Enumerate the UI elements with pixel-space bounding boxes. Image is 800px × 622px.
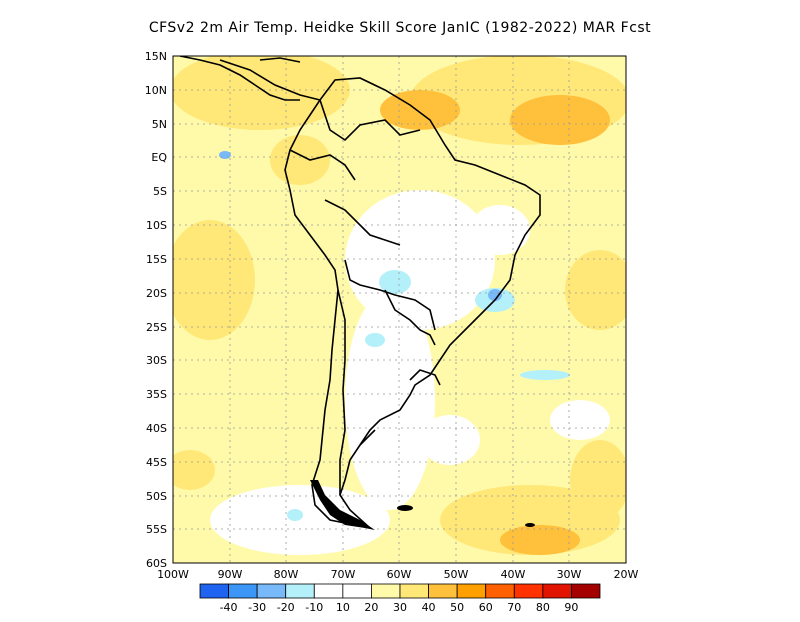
graticule [173,56,626,563]
lon-axis: 100W 90W 80W 70W 60W 50W 40W 30W 20W [157,568,638,581]
map-title: CFSv2 2m Air Temp. Heidke Skill Score Ja… [148,20,652,36]
lat-label: 10N [145,84,167,97]
legend-label: 80 [536,601,550,614]
lat-label: 5S [153,185,167,198]
legend-label: 70 [507,601,521,614]
lon-label: 90W [218,568,243,581]
legend-label: 40 [422,601,436,614]
legend-label: 60 [479,601,493,614]
legend-swatch [228,583,258,599]
legend-swatch [571,583,601,599]
legend-swatch [542,583,572,599]
plot-frame [172,55,627,564]
legend-swatch [342,583,372,599]
lat-label: 25S [146,321,167,334]
lat-label: 45S [146,456,167,469]
lat-label: 60S [146,557,167,570]
lon-label: 80W [274,568,299,581]
lon-label: 60W [387,568,412,581]
legend-label: -40 [220,601,238,614]
lat-axis: 15N 10N 5N EQ 5S 10S 15S 20S 25S 30S 35S… [145,50,168,570]
legend-label: 10 [336,601,350,614]
lat-label: 10S [146,219,167,232]
lon-label: 40W [501,568,526,581]
lat-label: 5N [152,118,167,131]
legend-label: -20 [277,601,295,614]
lat-label: 55S [146,523,167,536]
lat-label: 35S [146,388,167,401]
legend-swatch [485,583,515,599]
legend-swatch [428,583,458,599]
legend-swatch [285,583,315,599]
legend-label: 50 [450,601,464,614]
skill-shading [173,56,626,563]
legend-swatch [256,583,287,599]
legend-swatch [313,583,344,599]
legend-swatch [513,583,544,599]
lat-label: 15N [145,50,167,63]
lat-label: 20S [146,287,167,300]
lon-label: 20W [614,568,639,581]
coastlines [179,56,541,530]
legend-label: 90 [564,601,578,614]
lat-label: EQ [151,151,167,164]
lon-label: 100W [157,568,189,581]
lon-label: 70W [331,568,356,581]
lat-label: 40S [146,422,167,435]
legend-swatch [399,583,429,599]
color-legend: -40 -30 -20 -10 10 20 30 40 50 60 70 80 90 [199,583,601,614]
lat-label: 30S [146,354,167,367]
lat-label: 50S [146,490,167,503]
lon-label: 50W [444,568,469,581]
legend-swatch [371,583,401,599]
legend-swatch [199,583,229,599]
legend-label: -30 [248,601,266,614]
legend-label: 20 [364,601,378,614]
lat-label: 15S [146,253,167,266]
tierra-del-fuego [310,480,535,530]
legend-label: 30 [393,601,407,614]
legend-swatch [456,583,487,599]
lon-label: 30W [557,568,582,581]
legend-label: -10 [305,601,323,614]
